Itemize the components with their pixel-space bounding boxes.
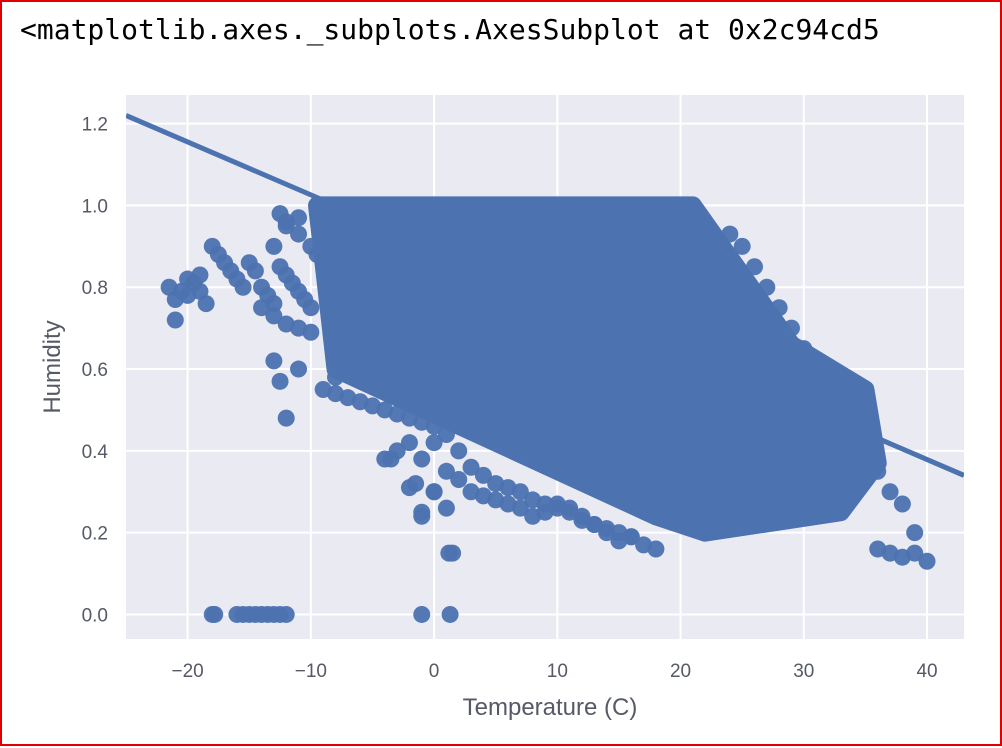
scatter-point [511,499,529,517]
scatter-point [413,450,431,468]
scatter-point [179,286,197,304]
scatter-point [265,352,283,370]
scatter-point [290,225,308,243]
scatter-point [191,266,209,284]
scatter-point [893,495,911,513]
scatter-point [277,409,295,427]
regression-line [126,113,964,478]
scatter-point [440,544,458,562]
scatter-point [647,540,665,558]
scatter-point [906,524,924,542]
scatter-point [425,483,443,501]
x-tick-label: 30 [793,661,814,682]
dense-point-cloud [308,196,887,542]
scatter-point [413,503,431,521]
scatter-point [869,462,887,480]
y-tick-label: 1.0 [82,196,108,217]
scatter-point [302,323,320,341]
scatter-point [441,605,459,623]
y-tick-label: 0.6 [82,360,108,381]
x-tick-label: 10 [547,661,568,682]
scatter-point [388,352,406,370]
scatter-point [832,401,850,419]
scatter-point [795,340,813,358]
scatter-point [437,425,455,443]
scatter-point [425,417,443,435]
scatter-point [166,311,184,329]
scatter-point [290,360,308,378]
x-tick-label: −10 [295,661,327,682]
scatter-point [407,475,425,493]
scatter-point [746,258,763,276]
y-tick-label: 0.0 [82,605,108,626]
x-tick-label: 0 [429,661,440,682]
scatter-point [271,372,289,390]
scatter-point [721,225,739,243]
scatter-point [450,442,468,460]
x-tick-label: 40 [916,661,937,682]
scatter-point [906,544,924,562]
y-axis-label: Humidity [39,320,66,413]
output-repr-text: <matplotlib.axes._subplots.AxesSubplot a… [20,13,880,46]
scatter-point [782,319,800,337]
scatter-point [918,552,936,570]
y-tick-label: 0.2 [82,524,108,545]
scatter-point [733,237,751,255]
scatter-point [758,278,776,296]
scatter-point [234,278,252,296]
scatter-point [622,528,640,546]
scatter-point [881,483,899,501]
scatter-point [253,299,271,317]
scatter-point [382,450,400,468]
scatter-point [856,442,874,460]
scatter-point [425,434,443,452]
scatter-point [561,503,579,521]
x-axis-label: Temperature (C) [463,694,638,721]
y-tick-label: 1.2 [82,115,108,136]
scatter-point [206,605,224,623]
scatter-point [246,262,264,280]
scatter-point [327,368,344,386]
scatter-point [363,376,381,394]
scatter-point [277,213,295,231]
scatter-point [437,499,455,517]
scatter-point [302,299,320,317]
scatter-point [277,605,295,623]
scatter-point [462,458,480,476]
y-tick-label: 0.8 [82,278,108,299]
scatter-point [770,299,788,317]
scatter-point [450,470,468,488]
scatter-point [265,237,283,255]
scatter-point [265,307,283,325]
scatter-point [400,434,418,452]
y-tick-label: 0.4 [82,442,109,463]
scatter-point [474,466,492,484]
scatter-point [819,376,837,394]
x-tick-label: −20 [172,661,204,682]
scatter-point [807,360,825,378]
scatter-point [511,483,529,501]
scatter-point [197,295,215,313]
scatter-point [413,605,431,623]
scatter-point [437,462,455,480]
x-tick-label: 20 [670,661,691,682]
